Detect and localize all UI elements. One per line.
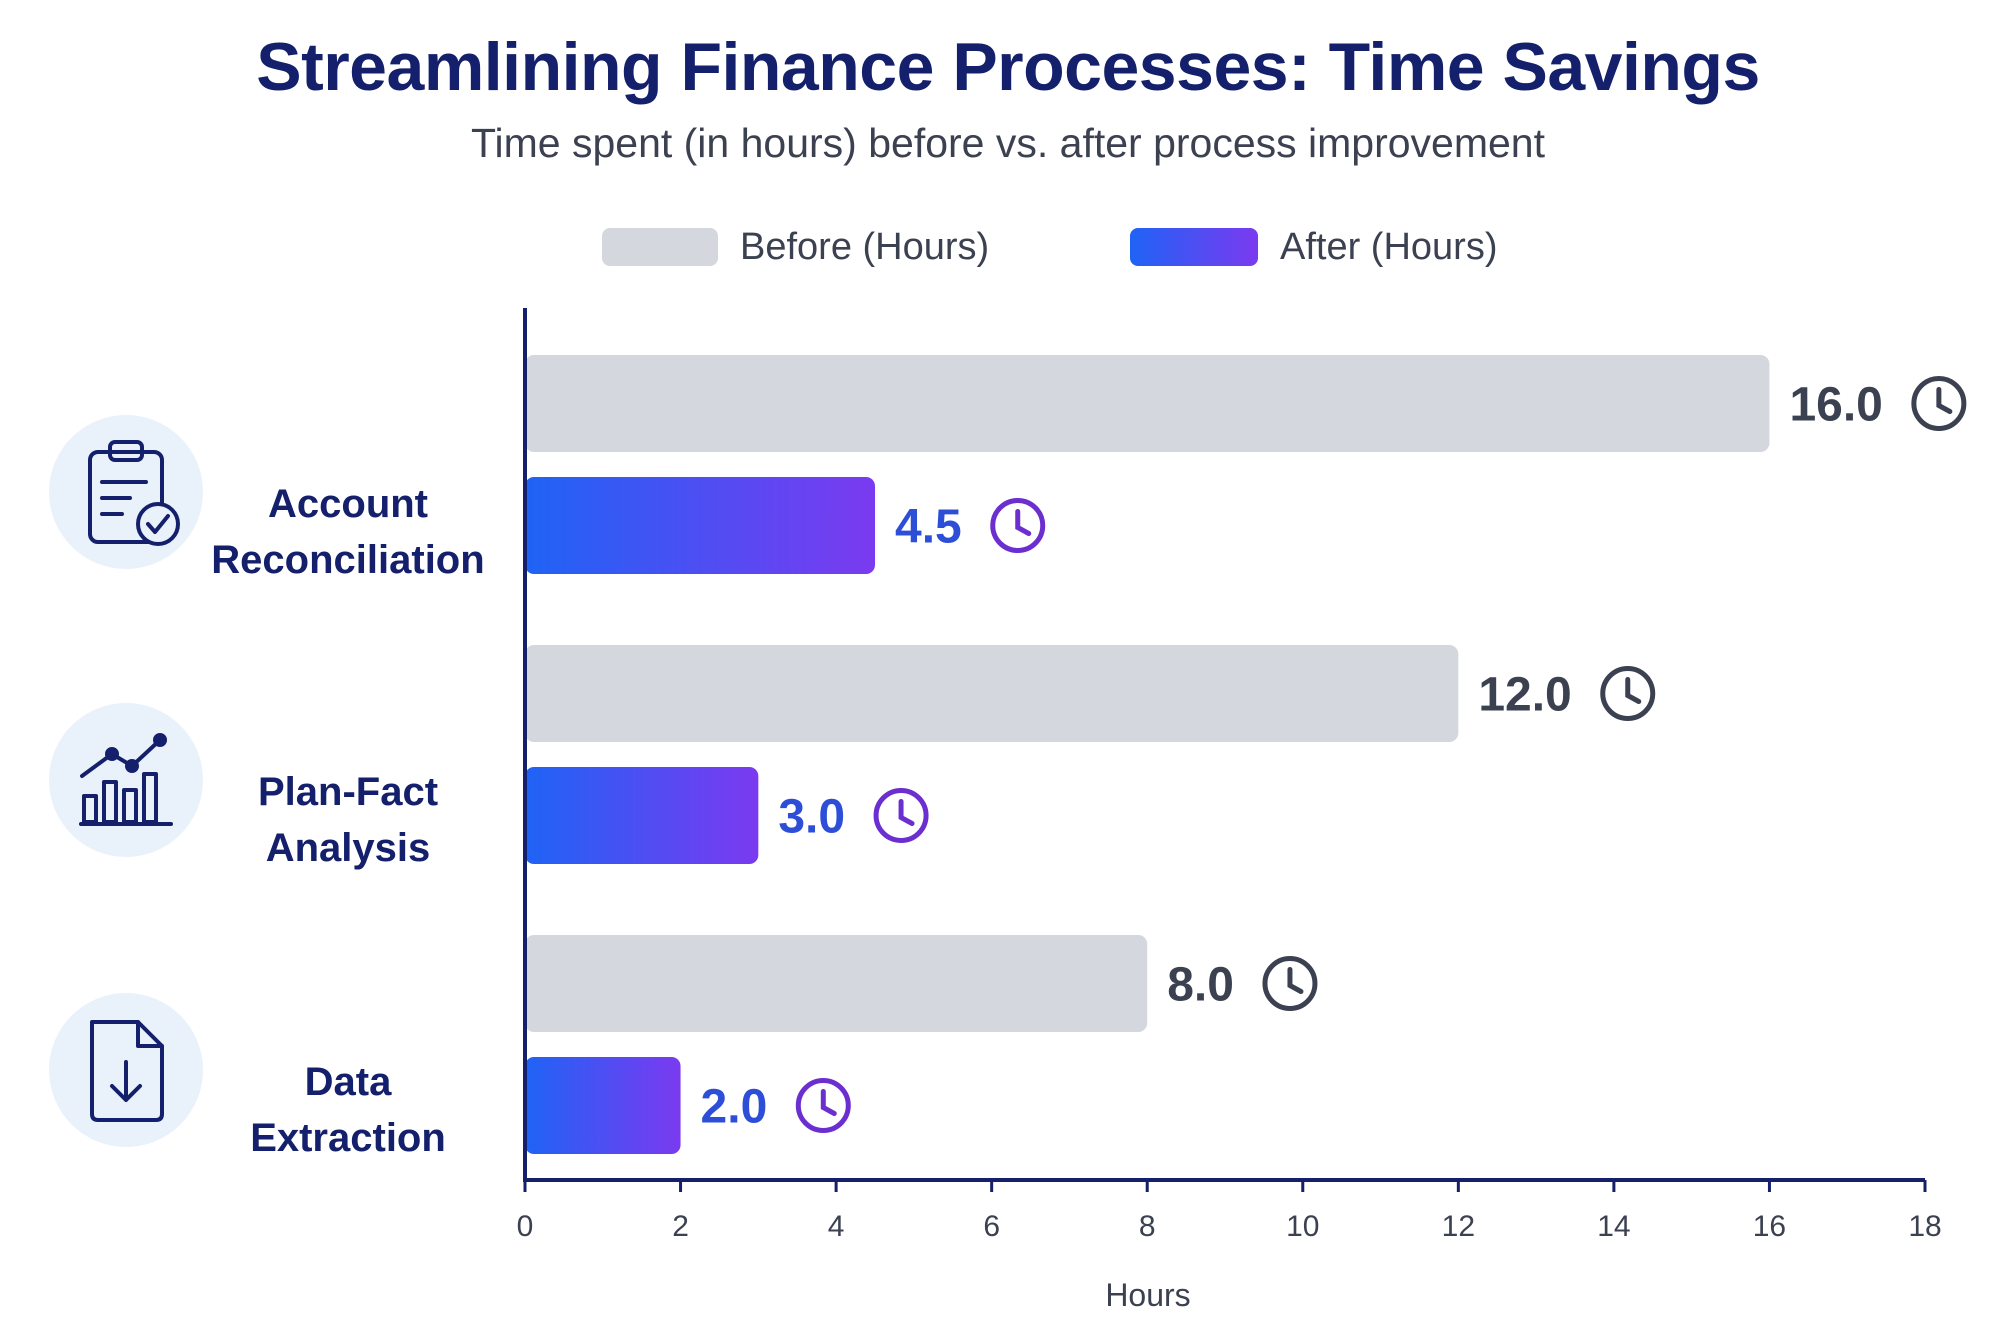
bar-chart-trend-icon: [49, 703, 203, 857]
x-tick-label: 0: [517, 1210, 534, 1243]
legend-swatch-before: [602, 228, 718, 266]
x-tick-label: 4: [828, 1210, 845, 1243]
legend-label-after: After (Hours): [1280, 225, 1498, 268]
bar-before-1: [525, 645, 1459, 742]
value-label-after-0: 4.5: [895, 501, 962, 554]
legend: Before (Hours) After (Hours): [0, 222, 2016, 272]
clipboard-check-icon: [49, 415, 203, 569]
document-download-icon: [49, 993, 203, 1147]
chart-title: Streamlining Finance Processes: Time Sav…: [256, 29, 1760, 105]
clock-icon: [1262, 956, 1318, 1011]
x-tick-label: 12: [1442, 1210, 1475, 1243]
value-label-before-2: 8.0: [1167, 959, 1234, 1012]
clock-icon: [1600, 666, 1656, 721]
bar-after-1: [525, 767, 759, 864]
x-tick-label: 6: [983, 1210, 1000, 1243]
bar-after-0: [525, 477, 875, 574]
bar-after-2: [525, 1057, 681, 1154]
legend-item-before: Before (Hours): [602, 222, 989, 272]
category-label-0: Account Reconciliation: [211, 482, 484, 582]
x-tick-label: 10: [1286, 1210, 1319, 1243]
clock-icon: [795, 1078, 851, 1133]
legend-item-after: After (Hours): [1130, 222, 1497, 272]
bar-before-0: [525, 355, 1770, 452]
value-label-after-1: 3.0: [778, 791, 845, 844]
legend-label-before: Before (Hours): [740, 225, 990, 268]
x-axis-title: Hours: [1105, 1277, 1190, 1313]
value-label-after-2: 2.0: [701, 1081, 768, 1134]
x-tick-label: 14: [1597, 1210, 1630, 1243]
category-label-2: Data Extraction: [250, 1060, 446, 1160]
category-label-1: Plan-Fact Analysis: [258, 770, 438, 870]
bar-before-2: [525, 935, 1148, 1032]
clock-icon: [1911, 376, 1967, 431]
clock-icon: [873, 788, 929, 843]
value-label-before-0: 16.0: [1789, 379, 1882, 432]
x-tick-label: 16: [1753, 1210, 1786, 1243]
chart-subtitle: Time spent (in hours) before vs. after p…: [470, 120, 1545, 166]
clock-icon: [990, 498, 1046, 553]
value-label-before-1: 12.0: [1478, 669, 1571, 722]
x-tick-label: 18: [1908, 1210, 1941, 1243]
x-tick-label: 2: [672, 1210, 689, 1243]
legend-swatch-after: [1130, 228, 1258, 266]
x-tick-label: 8: [1139, 1210, 1156, 1243]
